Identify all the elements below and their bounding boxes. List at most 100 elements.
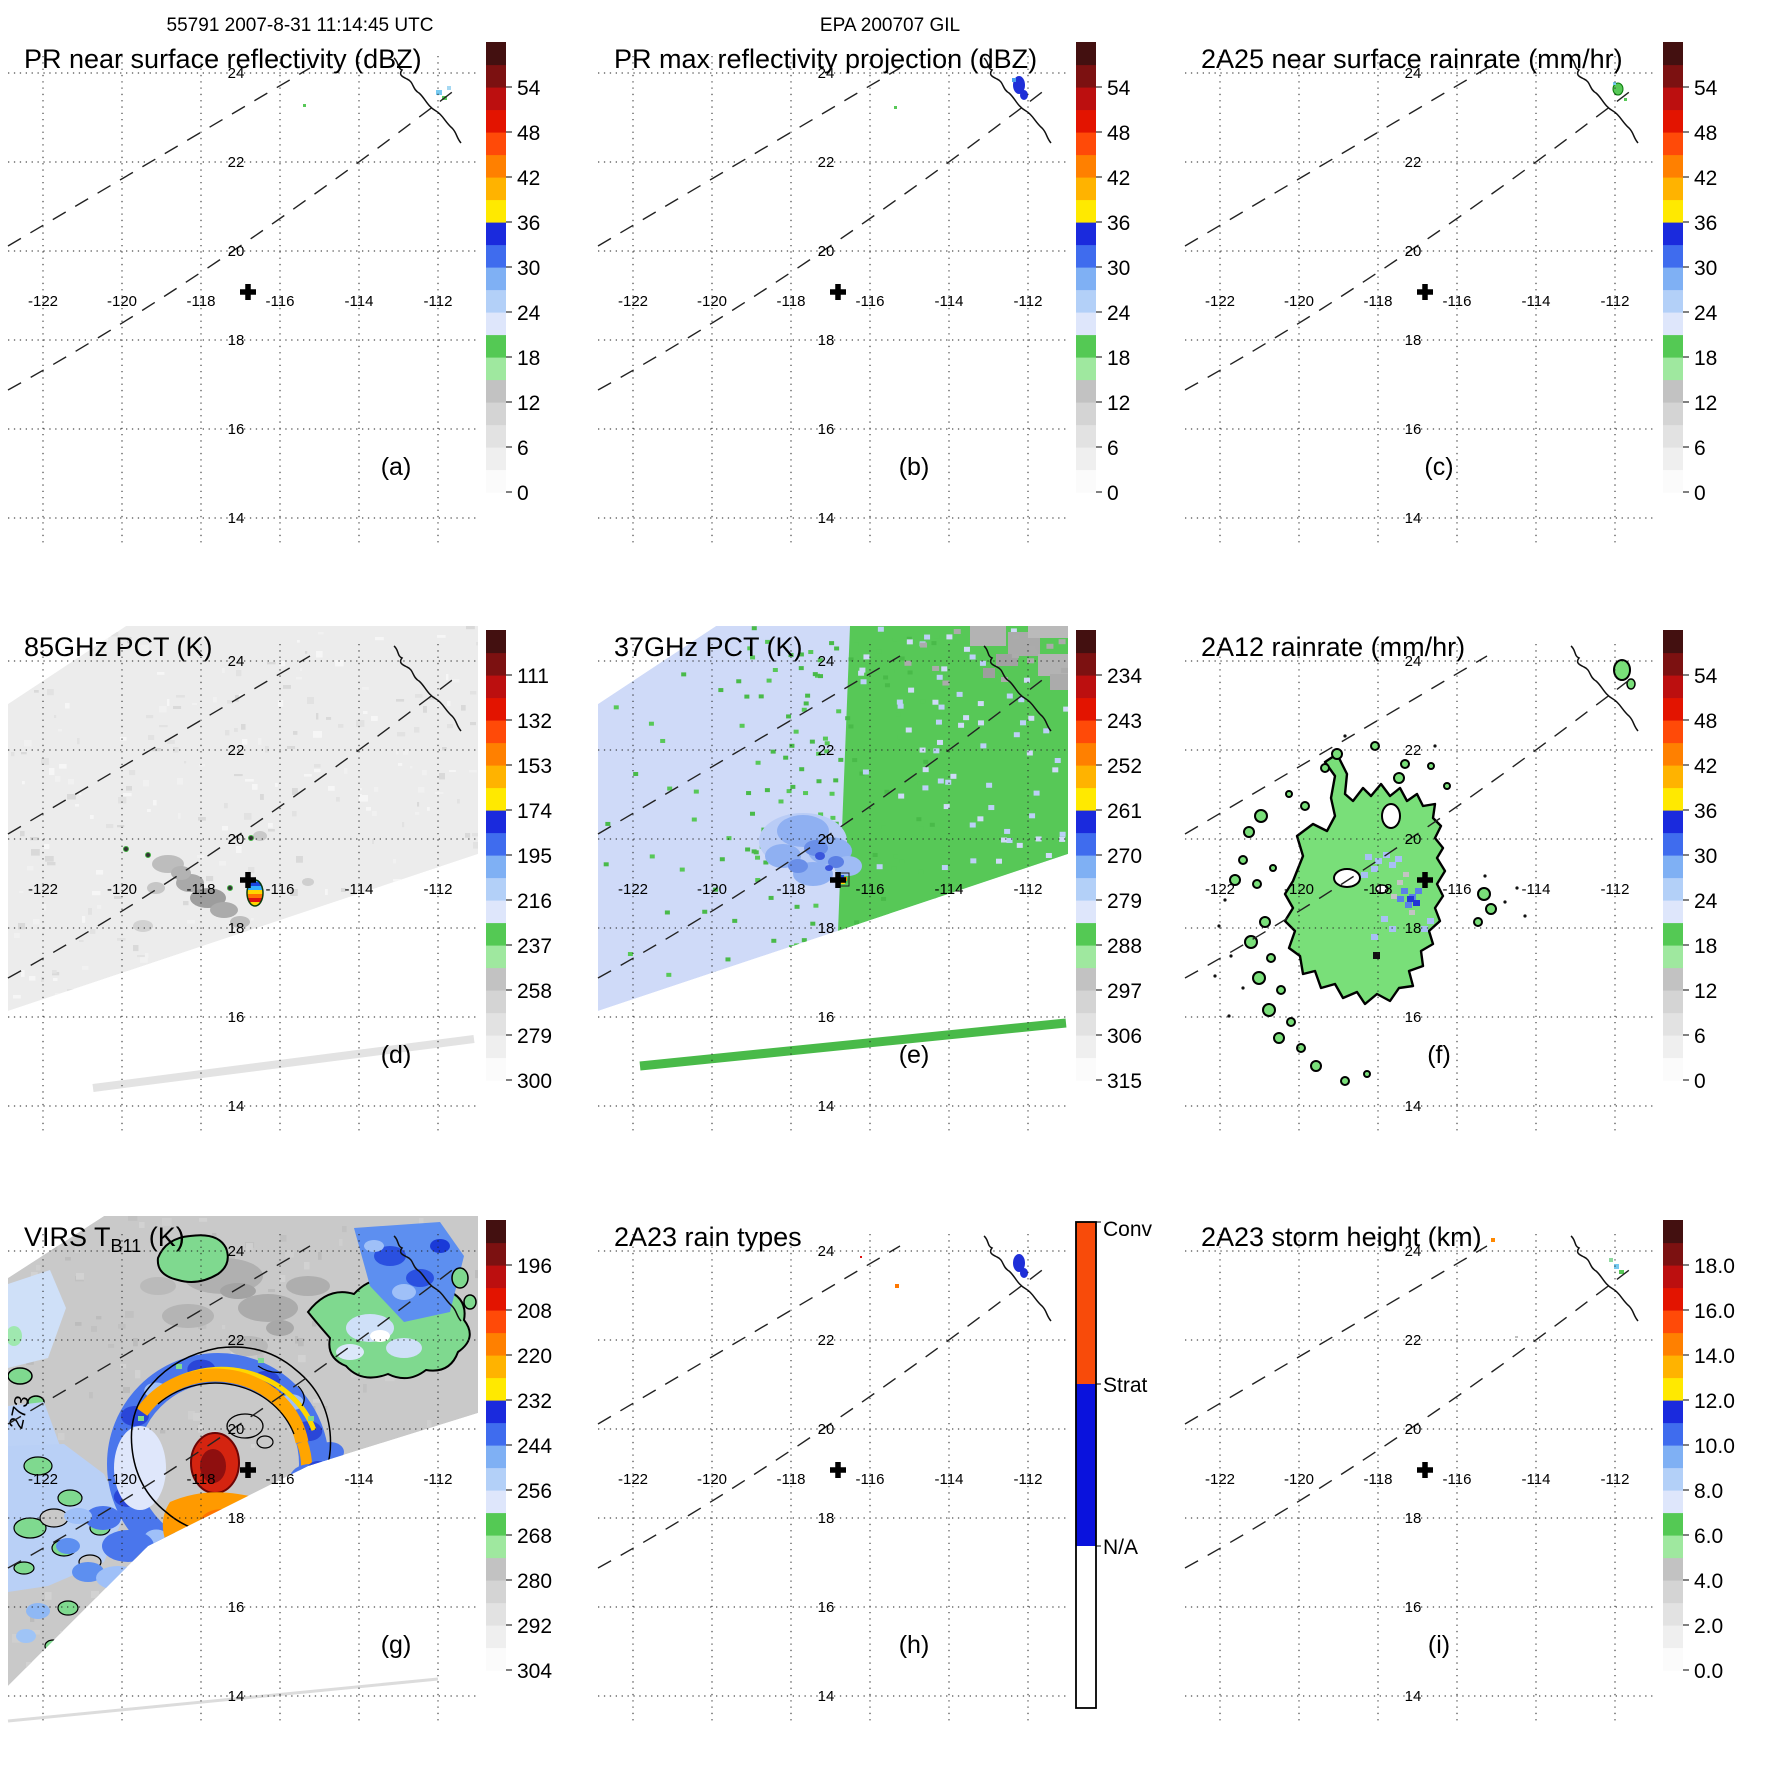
shape (918, 826, 924, 831)
shape (228, 1586, 232, 1591)
shape (123, 793, 132, 797)
colorbar-segment (1663, 697, 1683, 721)
swath-edge-line (597, 67, 901, 247)
colorbar-segment (1663, 922, 1683, 946)
shape (667, 786, 673, 791)
shape (924, 634, 931, 640)
shape (430, 1239, 450, 1253)
shape (19, 891, 24, 894)
shape (1023, 677, 1030, 683)
colorbar-tick-label: 270 (1107, 845, 1142, 868)
shape (156, 1234, 229, 1283)
shape (405, 1450, 412, 1458)
colorbar-segment (486, 945, 506, 969)
colorbar-segment (1076, 1222, 1096, 1384)
shape (746, 791, 752, 796)
shape (93, 984, 102, 987)
shape (765, 639, 771, 644)
shape (8, 1270, 66, 1368)
shape (173, 706, 182, 710)
shape (714, 971, 720, 976)
colorbar-tick-label: 195 (517, 845, 552, 868)
shape (1515, 1336, 1518, 1338)
shape (1373, 952, 1380, 959)
shape (1343, 734, 1347, 738)
shape (995, 858, 1002, 864)
shape (1052, 767, 1059, 773)
colorbar-segment (1076, 1384, 1096, 1546)
shape (817, 658, 823, 663)
shape (356, 720, 365, 727)
colorbar-segment (486, 1265, 506, 1289)
colorbar-tick-label: 14.0 (1694, 1345, 1735, 1368)
shape (41, 977, 44, 983)
shape (58, 1433, 65, 1441)
shape (830, 815, 836, 820)
shape (313, 731, 322, 738)
shape (1019, 720, 1026, 726)
colorbar-segment (486, 1557, 506, 1581)
shape (753, 850, 759, 855)
shape (90, 815, 94, 820)
colorbar-segment (1076, 877, 1096, 901)
coastline (1570, 645, 1639, 732)
colorbar-tick-label: 12.0 (1694, 1390, 1735, 1413)
shape (443, 1625, 450, 1633)
center-marker (1417, 284, 1433, 300)
shape (693, 789, 699, 794)
panel-title-i: 2A23 storm height (km) (1201, 1222, 1482, 1252)
shape (381, 1585, 388, 1590)
shape (892, 637, 898, 642)
shape (133, 945, 139, 952)
lat-label: 20 (228, 243, 245, 260)
colorbar-tick-label: 234 (1107, 665, 1142, 688)
shape (945, 779, 952, 785)
grid-labels: 24 22 20 18 16 14 -122 -120 -118 -116 -114 -112 (1205, 65, 1629, 527)
colorbar-segment (1076, 675, 1096, 699)
grid-labels: 24 22 20 18 16 14 -122 -120 -118 -116 -114 -112 (28, 65, 452, 527)
shape (397, 732, 406, 737)
shape (114, 1426, 166, 1510)
colorbar-segment (1076, 154, 1096, 178)
colorbar-segment (1663, 42, 1683, 66)
lat-label: 18 (818, 332, 835, 349)
panel-f: 24 22 20 18 16 14 -122 -120 -118 -116 -114 -112 (f) 2… (1184, 618, 1771, 1203)
colorbar-tick-label: 12 (1107, 392, 1130, 415)
shape (405, 1472, 413, 1481)
shape (336, 797, 340, 802)
shape (292, 811, 297, 817)
shape (834, 646, 840, 651)
shape: VIRS T (24, 1222, 111, 1252)
shape (20, 831, 25, 837)
shape (375, 637, 384, 641)
shape (790, 784, 796, 789)
grid-labels: 24 22 20 18 16 14 -122 -120 -118 -116 -114 -112 (28, 653, 452, 1115)
shape (1213, 974, 1217, 978)
shape (247, 902, 263, 906)
colorbar-segment (1663, 154, 1683, 178)
colorbar-segment (486, 1310, 506, 1334)
shape (931, 641, 937, 646)
shape (732, 918, 738, 923)
shape (176, 1364, 182, 1369)
shape (1286, 1017, 1296, 1027)
shape (899, 859, 905, 864)
shape (226, 1413, 264, 1439)
colorbar-segment (1663, 742, 1683, 766)
shape (1375, 858, 1382, 864)
shape (897, 703, 904, 709)
panel-letter-e: (e) (899, 1041, 930, 1069)
shape (275, 783, 278, 788)
shape (267, 1589, 273, 1595)
shape (280, 1275, 286, 1283)
shape (278, 700, 284, 707)
panel-title-d: 85GHz PCT (K) (24, 632, 213, 662)
shape (852, 758, 858, 763)
shape (328, 786, 335, 791)
shape (1483, 874, 1487, 878)
shape (413, 1440, 418, 1448)
shape (140, 1277, 176, 1295)
shape (418, 787, 425, 793)
shape (1415, 888, 1422, 894)
shape (297, 1385, 305, 1407)
